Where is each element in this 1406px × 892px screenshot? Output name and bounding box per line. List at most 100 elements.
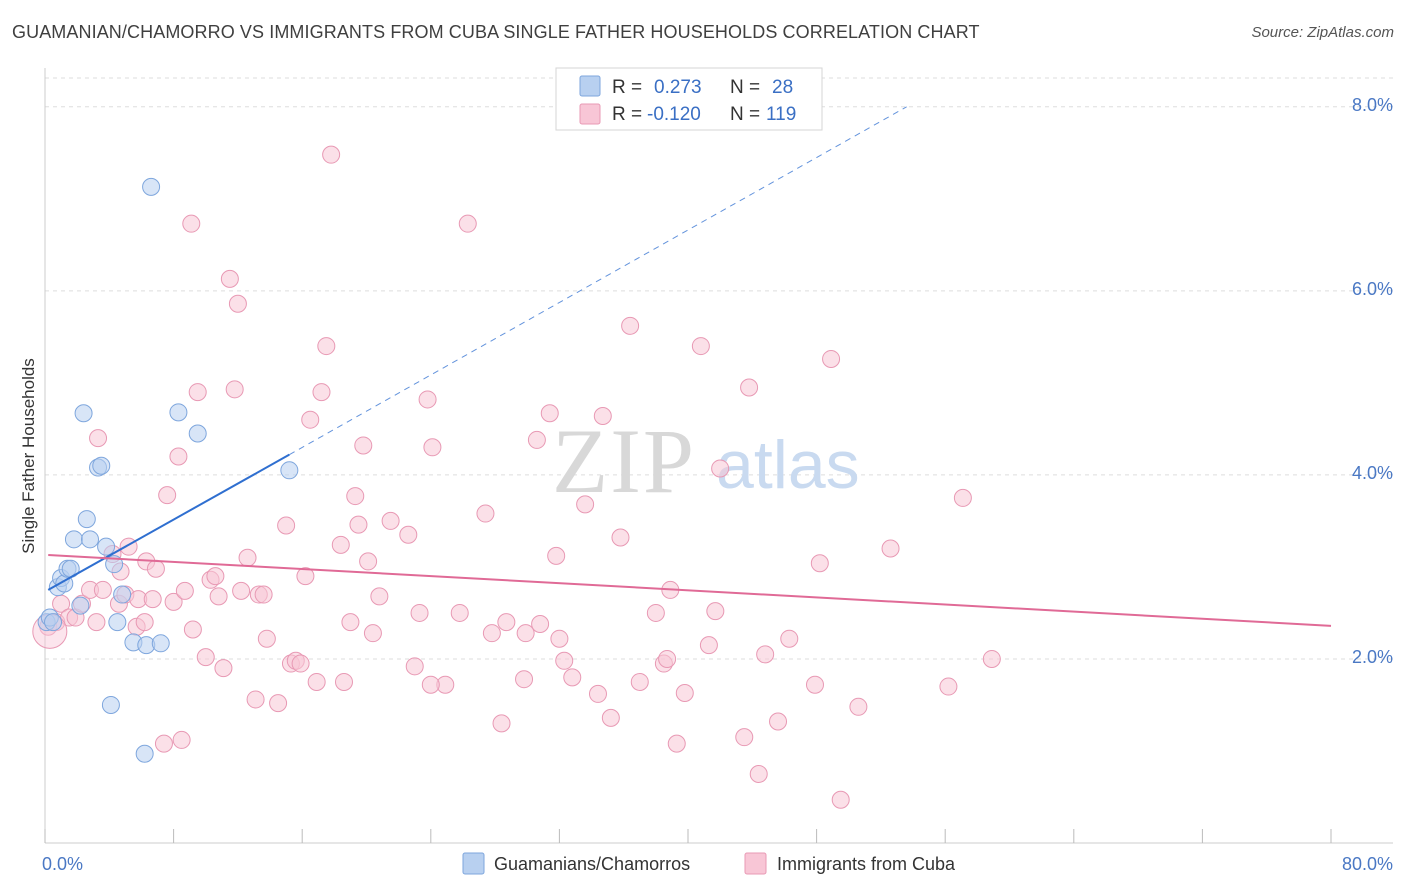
cuba-point-76 xyxy=(497,613,516,632)
watermark-zip: ZIP xyxy=(552,410,696,512)
axes xyxy=(44,68,1393,844)
cuba-point-43 xyxy=(257,629,276,648)
cuba-point-73 xyxy=(476,504,495,523)
cuba-point-34 xyxy=(214,659,233,678)
cuba-point-114 xyxy=(881,539,900,558)
cuba-point-101 xyxy=(706,602,725,621)
stats-legend-n-value-pink: 119 xyxy=(766,104,796,125)
cuba-point-19 xyxy=(143,590,162,609)
cuba-point-82 xyxy=(547,546,566,565)
cuba-point-89 xyxy=(601,708,620,727)
cuba-point-9 xyxy=(93,580,112,599)
cuba-point-42 xyxy=(254,585,273,604)
cuba-point-111 xyxy=(822,349,841,368)
y-tick-label-0: 2.0% xyxy=(1352,647,1393,667)
cuba-point-22 xyxy=(158,486,177,505)
guamanian-point-25 xyxy=(169,403,188,422)
cuba-point-56 xyxy=(334,672,353,691)
cuba-point-84 xyxy=(555,651,574,670)
cuba-point-103 xyxy=(735,728,754,747)
cuba-point-63 xyxy=(370,587,389,606)
watermark: ZIP atlas xyxy=(552,410,860,512)
cuba-point-39 xyxy=(238,548,257,567)
cuba-point-44 xyxy=(269,694,288,713)
guamanian-point-10 xyxy=(74,404,93,423)
bottom-legend-label-guamanians: Guamanians/Chamorros xyxy=(494,854,690,874)
cuba-point-21 xyxy=(154,734,173,753)
x-tick-label-min: 0.0% xyxy=(42,854,83,874)
y-tick-label-1: 4.0% xyxy=(1352,463,1393,483)
cuba-point-29 xyxy=(188,383,207,402)
cuba-point-100 xyxy=(699,636,718,655)
cuba-point-85 xyxy=(563,668,582,687)
guamanian-point-14 xyxy=(92,456,111,475)
stats-legend-swatch-pink xyxy=(579,103,601,125)
cuba-point-55 xyxy=(331,535,350,554)
cuba-point-50 xyxy=(301,410,320,429)
watermark-atlas: atlas xyxy=(716,427,860,503)
cuba-point-91 xyxy=(621,316,640,335)
stats-legend: R = 0.273 N = 28 R = -0.120 N = 119 xyxy=(555,67,823,131)
bottom-legend-swatch-cuba xyxy=(744,852,767,875)
cuba-point-62 xyxy=(363,624,382,643)
guamanian-point-19 xyxy=(113,585,132,604)
cuba-point-78 xyxy=(516,624,535,643)
cuba-point-80 xyxy=(531,614,550,633)
cuba-point-110 xyxy=(810,554,829,573)
cuba-point-99 xyxy=(691,337,710,356)
guamanian-point-16 xyxy=(101,695,120,714)
cuba-point-97 xyxy=(667,734,686,753)
cuba-point-81 xyxy=(540,404,559,423)
guamanian-point-11 xyxy=(77,510,96,529)
cuba-point-83 xyxy=(550,629,569,648)
chart-source: Source: ZipAtlas.com xyxy=(1251,24,1394,41)
y-tick-label-2: 6.0% xyxy=(1352,279,1393,299)
cuba-point-45 xyxy=(277,516,296,535)
cuba-point-72 xyxy=(458,214,477,233)
cuba-point-30 xyxy=(196,648,215,667)
y-tick-label-3: 8.0% xyxy=(1352,95,1393,115)
guamanian-point-21 xyxy=(135,744,154,763)
stats-legend-n-label-pink: N = xyxy=(730,104,760,125)
guamanian-point-27 xyxy=(280,461,299,480)
guamanian-point-9 xyxy=(71,596,90,615)
cuba-point-95 xyxy=(658,649,677,668)
cuba-point-32 xyxy=(206,567,225,586)
cuba-point-51 xyxy=(307,672,326,691)
cuba-point-77 xyxy=(515,670,534,689)
cuba-point-27 xyxy=(182,214,201,233)
cuba-point-108 xyxy=(780,629,799,648)
grid-lines xyxy=(45,77,1393,660)
cuba-point-48 xyxy=(291,654,310,673)
y-tick-labels: 2.0% 4.0% 6.0% 8.0% xyxy=(1352,95,1393,667)
cuba-point-36 xyxy=(225,380,244,399)
cuba-point-57 xyxy=(341,613,360,632)
guamanian-point-15 xyxy=(97,537,116,556)
x-tick-label-max: 80.0% xyxy=(1342,854,1393,874)
stats-legend-r-value-pink: -0.120 xyxy=(647,104,701,125)
chart-title: GUAMANIAN/CHAMORRO VS IMMIGRANTS FROM CU… xyxy=(12,22,980,42)
cuba-point-40 xyxy=(246,690,265,709)
cuba-point-109 xyxy=(805,675,824,694)
cuba-point-33 xyxy=(209,587,228,606)
cuba-point-24 xyxy=(169,447,188,466)
cuba-point-69 xyxy=(423,438,442,457)
cuba-point-106 xyxy=(756,645,775,664)
cuba-point-75 xyxy=(492,714,511,733)
cuba-point-54 xyxy=(322,145,341,164)
cuba-point-59 xyxy=(349,515,368,534)
bottom-legend-label-cuba: Immigrants from Cuba xyxy=(777,854,956,874)
cuba-point-118 xyxy=(421,675,440,694)
cuba-point-79 xyxy=(527,430,546,449)
cuba-point-71 xyxy=(450,603,469,622)
cuba-point-88 xyxy=(593,407,612,426)
trend-lines xyxy=(47,106,1332,627)
series-guamanians-chamorros xyxy=(37,177,299,763)
cuba-point-25 xyxy=(172,730,191,749)
guamanian-point-24 xyxy=(151,634,170,653)
cuba-point-112 xyxy=(831,790,850,809)
cuba-point-105 xyxy=(749,764,768,783)
cuba-point-52 xyxy=(312,383,331,402)
guamanian-point-17 xyxy=(105,555,124,574)
cuba-point-116 xyxy=(953,488,972,507)
